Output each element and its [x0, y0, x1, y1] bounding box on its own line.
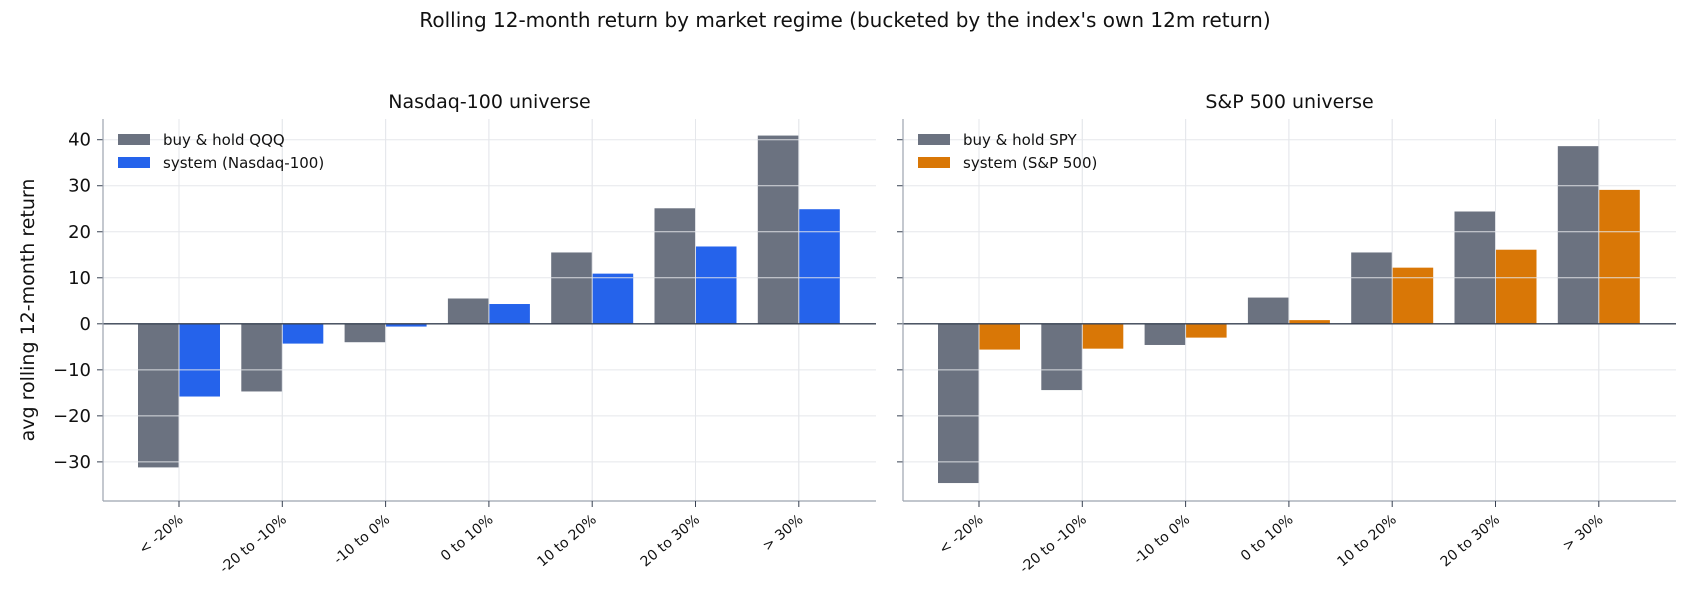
bar-system: [1598, 189, 1640, 324]
bar-system: [798, 209, 840, 324]
x-tick-label: -20 to -10%: [217, 512, 290, 577]
bar-buy-hold: [1351, 252, 1393, 324]
y-tick-label: 0: [80, 314, 91, 335]
y-axis-label: avg rolling 12-month return: [17, 179, 39, 442]
bar-buy-hold: [757, 135, 799, 324]
legend-label: system (Nasdaq-100): [163, 154, 324, 172]
legend-swatch: [118, 157, 150, 168]
bar-system: [385, 323, 427, 327]
bar-buy-hold: [1247, 297, 1289, 324]
chart-panel-nasdaq: Nasdaq-100 universe −30 −20 −10 0 10 20 30 40 < -…: [53, 91, 876, 577]
y-tick-label: −30: [53, 452, 91, 473]
bar-system: [1392, 267, 1434, 324]
legend-label: system (S&P 500): [963, 154, 1097, 172]
y-tick-label: 40: [68, 130, 91, 151]
x-tick-label: > 30%: [1560, 512, 1607, 555]
x-tick-label: -20 to -10%: [1017, 512, 1090, 577]
x-tick-label: 0 to 10%: [1238, 512, 1297, 565]
bar-system: [1082, 323, 1124, 349]
chart-panel-sp500: S&P 500 universe < -20% -20 to -10% -10 to …: [897, 91, 1676, 577]
y-tick-label: 20: [68, 222, 91, 243]
bar-system: [979, 323, 1020, 350]
bar-system: [592, 273, 634, 324]
bar-buy-hold: [1041, 323, 1083, 391]
x-tick-label: -10 to 0%: [331, 512, 393, 568]
y-tick-label: −10: [53, 360, 91, 381]
legend-label: buy & hold QQQ: [163, 131, 285, 149]
bar-system: [695, 246, 737, 324]
bar-buy-hold: [1454, 211, 1496, 324]
bar-system: [1288, 320, 1330, 324]
bar-system: [1495, 249, 1537, 324]
bar-buy-hold: [447, 298, 489, 324]
bar-buy-hold: [1557, 146, 1599, 324]
bar-buy-hold: [241, 323, 283, 392]
legend-swatch: [918, 134, 950, 145]
x-tick-label: 0 to 10%: [438, 512, 497, 565]
x-tick-label: > 30%: [760, 512, 807, 555]
bar-system: [1185, 323, 1227, 338]
bar-buy-hold: [1144, 323, 1186, 345]
figure-suptitle: Rolling 12-month return by market regime…: [419, 8, 1270, 32]
x-tick-label: 20 to 30%: [638, 512, 703, 570]
bar-buy-hold: [938, 323, 979, 484]
legend-swatch: [118, 134, 150, 145]
bar-system: [179, 323, 220, 397]
panel-title: S&P 500 universe: [1205, 91, 1373, 113]
legend-swatch: [918, 157, 950, 168]
bar-system: [282, 323, 324, 344]
y-tick-label: 30: [68, 176, 91, 197]
panel-title: Nasdaq-100 universe: [388, 91, 590, 113]
x-tick-label: 10 to 20%: [534, 512, 599, 570]
bar-buy-hold: [138, 323, 179, 468]
x-tick-label: -10 to 0%: [1131, 512, 1193, 568]
y-tick-label: −20: [53, 406, 91, 427]
legend-label: buy & hold SPY: [963, 131, 1078, 149]
bar-system: [488, 304, 530, 324]
x-tick-label: < -20%: [136, 512, 186, 558]
bar-buy-hold: [344, 323, 386, 343]
x-tick-label: 10 to 20%: [1334, 512, 1399, 570]
y-tick-label: 10: [68, 268, 91, 289]
bar-buy-hold: [551, 252, 593, 324]
x-tick-label: 20 to 30%: [1438, 512, 1503, 570]
bar-buy-hold: [654, 208, 696, 324]
x-tick-label: < -20%: [936, 512, 986, 558]
